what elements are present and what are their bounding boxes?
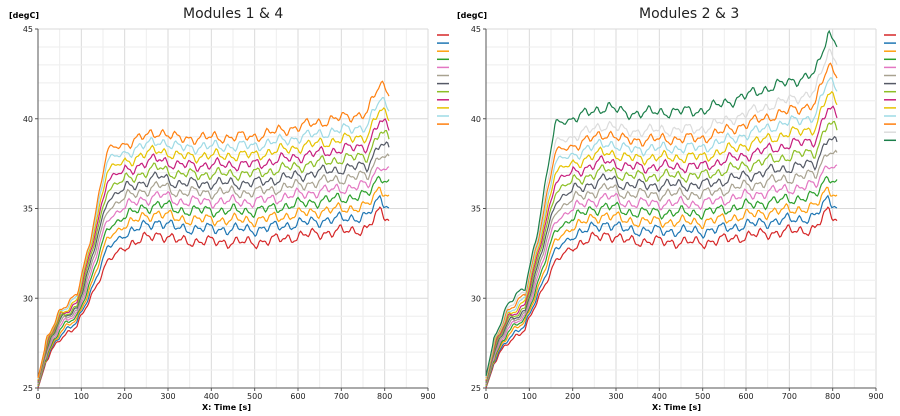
x-axis-label: X: Time [s] bbox=[652, 403, 701, 412]
legend bbox=[884, 34, 896, 142]
x-tick-label: 600 bbox=[290, 392, 305, 401]
chart-title: Modules 1 & 4 bbox=[183, 6, 284, 22]
x-tick-label: 700 bbox=[334, 392, 349, 401]
series-group bbox=[37, 80, 390, 389]
series-line bbox=[37, 186, 390, 387]
series-line bbox=[37, 194, 390, 388]
series-line bbox=[37, 96, 390, 380]
y-tick-label: 30 bbox=[23, 294, 33, 303]
x-tick-label: 800 bbox=[825, 392, 840, 401]
series-line bbox=[37, 166, 390, 385]
y-tick-label: 35 bbox=[471, 205, 481, 214]
x-tick-label: 200 bbox=[117, 392, 132, 401]
series-line bbox=[485, 186, 838, 387]
series-line bbox=[37, 175, 390, 386]
y-tick-label: 25 bbox=[471, 384, 481, 393]
series-line bbox=[485, 29, 838, 377]
legend bbox=[437, 34, 449, 125]
y-axis-unit: [degC] bbox=[457, 11, 488, 20]
y-tick-label: 30 bbox=[471, 294, 481, 303]
series-line bbox=[485, 206, 838, 389]
x-tick-label: 100 bbox=[522, 392, 537, 401]
y-tick-label: 45 bbox=[471, 25, 481, 34]
series-line bbox=[37, 129, 390, 382]
x-tick-label: 400 bbox=[652, 392, 667, 401]
x-tick-label: 500 bbox=[247, 392, 262, 401]
x-tick-label: 400 bbox=[204, 392, 219, 401]
x-tick-label: 200 bbox=[565, 392, 580, 401]
series-line bbox=[485, 105, 838, 381]
series-line bbox=[37, 206, 390, 389]
x-tick-label: 500 bbox=[695, 392, 710, 401]
x-tick-label: 300 bbox=[608, 392, 623, 401]
chart-panel-left: [degC] Modules 1 & 4 X: Time [s] 0 100 200… bbox=[9, 6, 449, 412]
y-tick-label: 35 bbox=[23, 205, 33, 214]
chart-plot: 0 100 200 300 400 500 600 700 800 900 25 30 35 40 45 bbox=[23, 25, 449, 401]
chart-panel-right: [degC] Modules 2 & 3 X: Time [s] 0 100 200… bbox=[450, 0, 900, 416]
y-tick-label: 25 bbox=[23, 384, 33, 393]
y-tick-label: 40 bbox=[23, 115, 33, 124]
x-tick-label: 0 bbox=[35, 392, 40, 401]
series-line bbox=[485, 90, 838, 381]
chart-title: Modules 2 & 3 bbox=[639, 6, 740, 22]
series-line bbox=[485, 194, 838, 388]
series-line bbox=[485, 149, 838, 384]
series-line bbox=[37, 153, 390, 384]
series-line bbox=[485, 77, 838, 380]
chart-plot: 0 100 200 300 400 500 600 700 800 900 25 30 35 40 45 bbox=[471, 25, 896, 401]
y-tick-label: 40 bbox=[471, 115, 481, 124]
x-tick-label: 900 bbox=[868, 392, 883, 401]
series-line bbox=[485, 164, 838, 385]
x-tick-label: 700 bbox=[782, 392, 797, 401]
series-line bbox=[37, 107, 390, 381]
series-line bbox=[37, 80, 390, 379]
x-tick-label: 300 bbox=[160, 392, 175, 401]
x-tick-label: 900 bbox=[420, 392, 435, 401]
series-group bbox=[485, 29, 838, 389]
series-line bbox=[485, 175, 838, 386]
x-tick-label: 800 bbox=[377, 392, 392, 401]
y-axis-unit: [degC] bbox=[9, 11, 40, 20]
series-line bbox=[485, 62, 838, 379]
x-tick-label: 600 bbox=[738, 392, 753, 401]
series-line bbox=[485, 120, 838, 382]
x-axis-label: X: Time [s] bbox=[202, 403, 251, 412]
series-line bbox=[485, 48, 838, 378]
series-line bbox=[485, 135, 838, 383]
x-tick-label: 100 bbox=[74, 392, 89, 401]
x-tick-label: 0 bbox=[483, 392, 488, 401]
series-line bbox=[37, 117, 390, 381]
y-tick-label: 45 bbox=[23, 25, 33, 34]
series-line bbox=[37, 141, 390, 383]
